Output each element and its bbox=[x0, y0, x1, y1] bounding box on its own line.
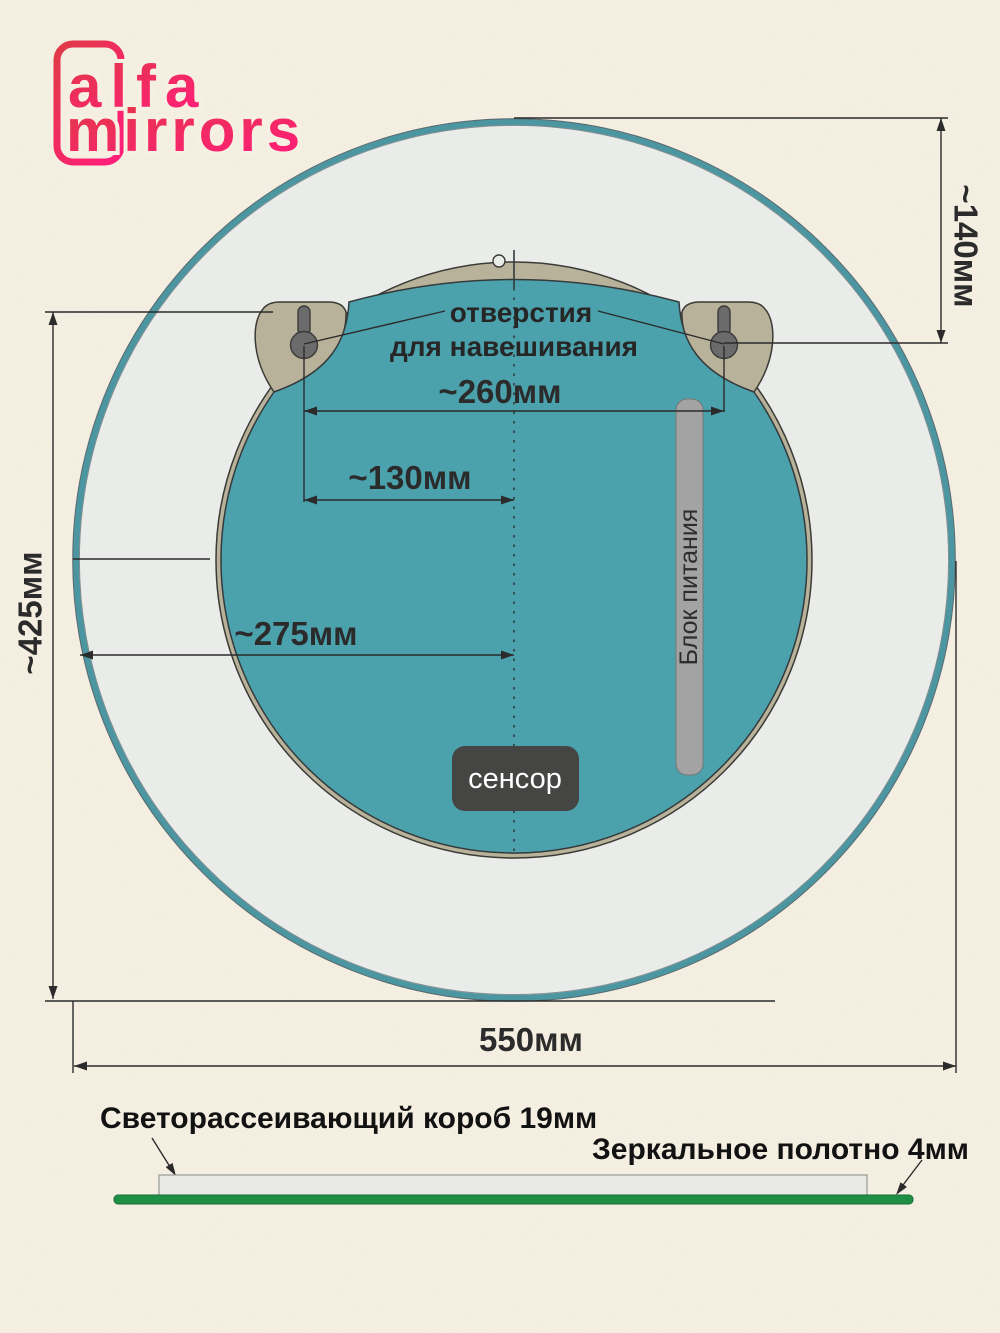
arrowhead-right bbox=[501, 495, 514, 505]
mirror-glass-profile bbox=[113, 1194, 914, 1205]
right-keyhole bbox=[709, 305, 739, 360]
sensor-block: сенсор bbox=[452, 746, 579, 811]
dim-label-140: ~140мм bbox=[948, 184, 985, 307]
arrowhead-down bbox=[936, 330, 946, 343]
dim-label-260: ~260мм bbox=[438, 373, 561, 410]
arrowhead-right bbox=[501, 650, 514, 660]
dim-diameter: 550мм bbox=[45, 561, 957, 1073]
brand-logo: alfa mirrors bbox=[53, 40, 304, 168]
dim-holes-to-bottom: ~425мм bbox=[12, 311, 273, 999]
dim-label-425: ~425мм bbox=[12, 551, 49, 674]
dim-label-130: ~130мм bbox=[348, 459, 471, 496]
dim-label-550: 550мм bbox=[479, 1021, 583, 1058]
diffuser-box-profile bbox=[158, 1174, 868, 1197]
left-keyhole bbox=[289, 305, 319, 360]
arrowhead-up bbox=[48, 312, 58, 325]
arrowhead-right bbox=[943, 1061, 956, 1071]
logo-mirror-frame-icon bbox=[53, 40, 125, 166]
dim-edge-to-center: ~275мм bbox=[73, 558, 514, 660]
dim-between-holes: ~260мм bbox=[303, 346, 725, 502]
mirror-front-view: Блок питания сенсор bbox=[72, 118, 956, 1002]
sensor-label: сенсор bbox=[468, 763, 562, 795]
mirror-rim bbox=[73, 119, 955, 1001]
power-supply-label: Блок питания bbox=[675, 509, 703, 666]
diffuser-leader bbox=[151, 1137, 173, 1171]
power-supply-block: Блок питания bbox=[675, 398, 704, 776]
dim-top-to-holes: ~140мм bbox=[514, 117, 985, 344]
diffuser-arrowhead bbox=[165, 1162, 176, 1176]
holes-label-line1: отверстия bbox=[450, 297, 592, 328]
mirror-rim-inner-edge bbox=[78, 124, 950, 996]
top-notch bbox=[492, 254, 506, 268]
holes-callout: отверстия для навешивания bbox=[303, 297, 725, 362]
glass-arrowhead bbox=[896, 1182, 907, 1195]
arrowhead-down bbox=[48, 986, 58, 999]
arrowhead-right bbox=[711, 406, 724, 416]
arrowhead-left bbox=[304, 406, 317, 416]
dim-hole-to-center: ~130мм bbox=[304, 459, 514, 505]
arrowhead-left bbox=[74, 1061, 87, 1071]
glass-leader bbox=[899, 1159, 923, 1190]
dim-label-275: ~275мм bbox=[234, 615, 357, 652]
mirror-glass-label: Зеркальное полотно 4мм bbox=[592, 1133, 969, 1166]
arrowhead-left bbox=[304, 495, 317, 505]
holes-leader-right bbox=[597, 310, 725, 345]
diffuser-box-label: Светорассеивающий короб 19мм bbox=[100, 1102, 597, 1135]
sensor-body bbox=[452, 746, 579, 811]
back-panel bbox=[220, 278, 808, 854]
logo-text-line1: alfa bbox=[68, 53, 207, 120]
holes-label-line2: для навешивания bbox=[390, 331, 638, 362]
holes-leader-left bbox=[303, 310, 446, 345]
profile-view: Светорассеивающий короб 19мм Зеркальное … bbox=[100, 1102, 969, 1205]
arrowhead-left bbox=[80, 650, 93, 660]
power-supply-body bbox=[675, 398, 704, 776]
arrowhead-up bbox=[936, 118, 946, 131]
logo-text-line2: mirrors bbox=[66, 97, 304, 164]
